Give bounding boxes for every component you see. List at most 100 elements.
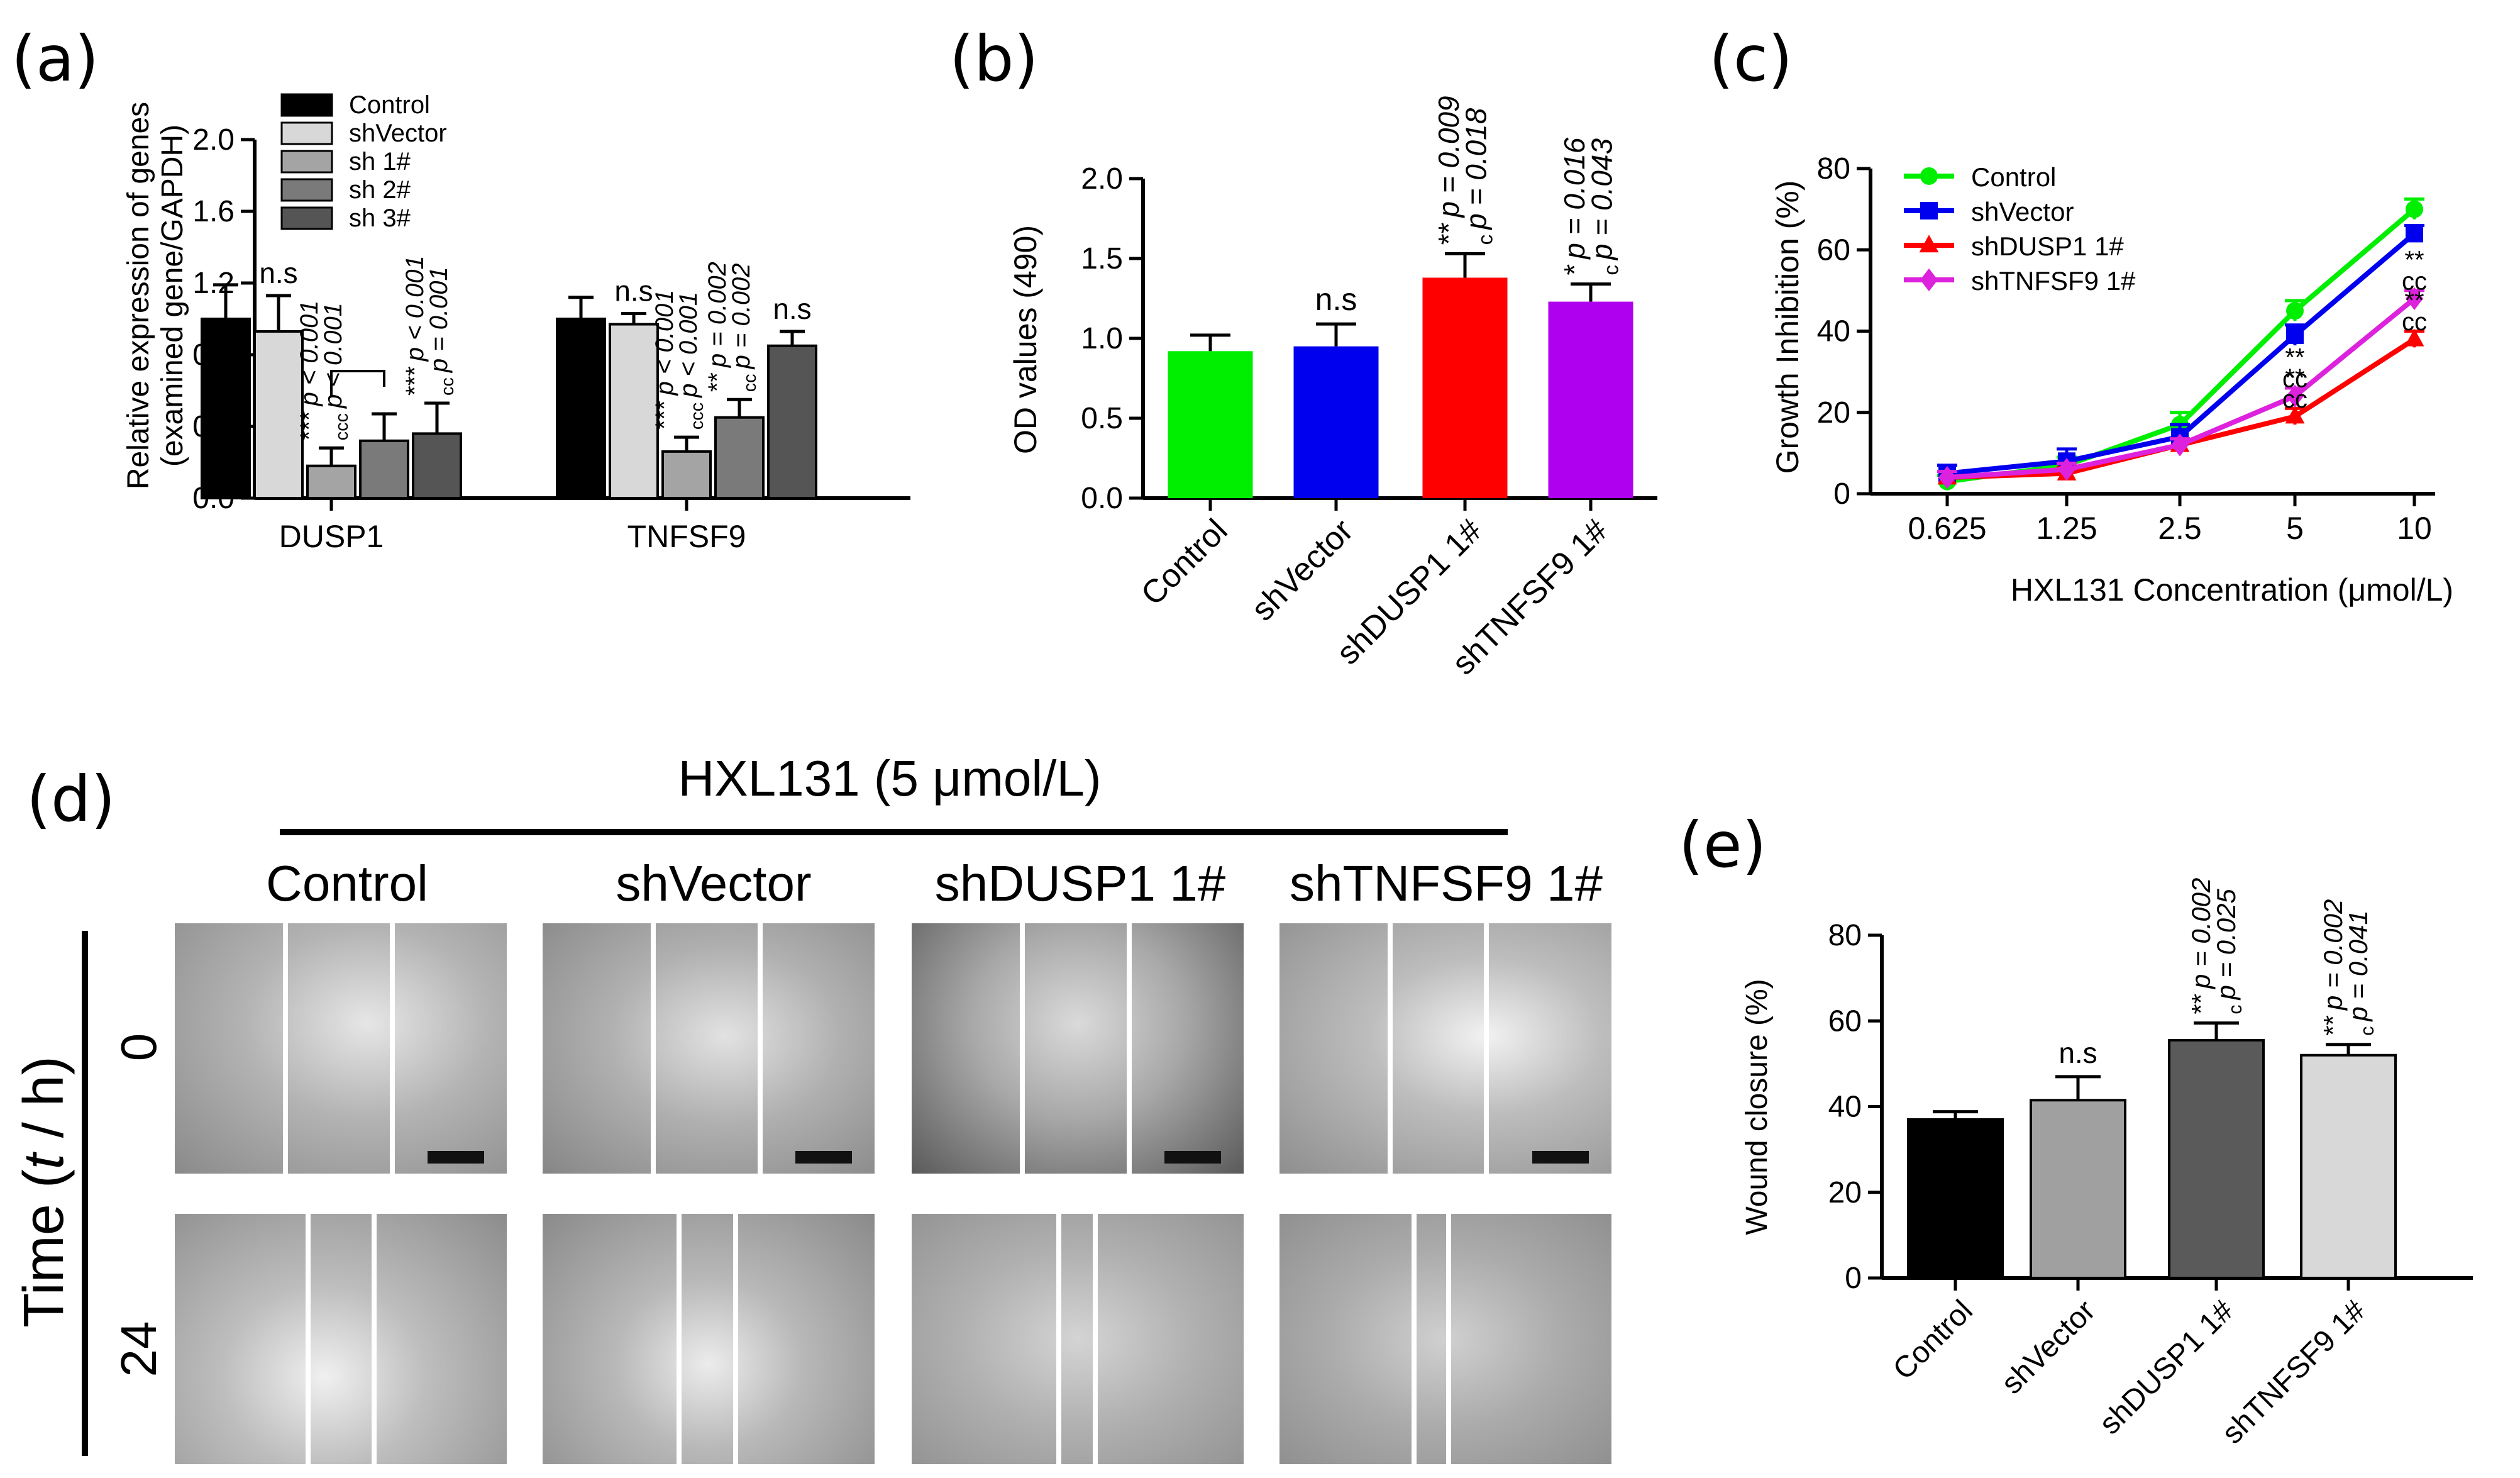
y-tick-label: 2.0: [1081, 162, 1123, 196]
legend-swatch: [280, 93, 333, 117]
y-tick-label: 0: [1845, 1262, 1862, 1295]
panel-d-col-label-3: shTNFSF9 1#: [1290, 855, 1603, 911]
micro-image-shdusp1-24h: [912, 1214, 1244, 1464]
significance-label: c p = 0.018: [1460, 108, 1498, 245]
bar-shdusp1-1-: [1422, 277, 1508, 498]
significance-stars: ***: [296, 411, 323, 440]
x-tick-label: Control: [1134, 512, 1235, 613]
significance-stars: **: [2318, 1015, 2348, 1036]
micro-image-control-0h: [175, 923, 507, 1174]
bar-sh-3-: [767, 344, 817, 499]
significance-label: c p = 0.041: [2343, 910, 2378, 1035]
panel-d-row-label-0: 0: [111, 1033, 167, 1062]
bar-control: [556, 318, 606, 499]
panel-d-letter: (d): [26, 762, 116, 836]
legend-label: sh 3#: [349, 204, 411, 232]
y-tick-label: 80: [1828, 919, 1862, 952]
significance-p-value: p < 0.001: [651, 289, 678, 396]
ns-label: n.s: [1315, 282, 1357, 317]
bar-shvector: [2030, 1099, 2126, 1279]
data-point: [1938, 465, 1956, 489]
x-tick-label: TNFSF9: [627, 519, 746, 554]
legend-label: shDUSP1 1#: [1971, 231, 2124, 261]
x-tick-label: shVector: [1995, 1294, 2102, 1401]
bar-sh-2-: [714, 416, 765, 499]
x-tick-label: shVector: [1244, 512, 1360, 628]
panel-d-treatment-label: HXL131 (5 μmol/L): [678, 750, 1101, 806]
series-line-shdusp1-1-: [1947, 337, 2416, 481]
y-tick-label: 80: [1817, 152, 1850, 186]
significance-label: ccc p < 0.001: [675, 292, 707, 430]
bar-sh-3-: [412, 432, 462, 500]
panel-d-col-label-0: Control: [266, 855, 428, 911]
bar-sh-1-: [306, 464, 356, 500]
y-axis-label: Wound closure (%): [1740, 979, 1774, 1235]
scale-bar: [1164, 1151, 1221, 1164]
legend-label: Control: [349, 91, 430, 119]
bar-shtnfsf9-1-: [2300, 1053, 2397, 1279]
y-tick-label: 40: [1817, 315, 1850, 348]
data-point: [2406, 287, 2423, 310]
data-point: [2406, 225, 2423, 243]
micro-image-shvector-24h: [543, 1214, 875, 1464]
legend-label: sh 1#: [349, 148, 411, 175]
y-tick-label: 2.0: [192, 123, 235, 157]
significance-p-value: p < 0.001: [675, 292, 702, 398]
significance-label: ** p = 0.002: [704, 262, 731, 392]
significance-stars: **: [2186, 994, 2216, 1014]
significance-label: cc p = 0.001: [425, 267, 458, 396]
x-axis-label: HXL131 Concentration (μmol/L): [2011, 572, 2453, 608]
significance-p-value: p < 0.001: [401, 255, 429, 362]
x-tick-label: 10: [2397, 511, 2432, 546]
data-point: [2286, 384, 2304, 408]
ns-label: n.s: [773, 292, 811, 325]
significance-c-marker: c: [2357, 1026, 2378, 1036]
scale-bar: [428, 1151, 484, 1164]
significance-p-value: p = 0.025: [2211, 889, 2241, 1001]
x-tick-label: 0.625: [1908, 511, 1986, 546]
bar-shdusp1-1-: [2168, 1038, 2265, 1279]
legend-swatch: [280, 206, 333, 230]
panel-b-letter: (b): [949, 22, 1039, 96]
panel-c-letter: (c): [1709, 22, 1793, 96]
legend-swatch: [280, 121, 333, 145]
y-tick-label: 0.0: [1081, 482, 1123, 515]
significance-stars: **: [704, 372, 731, 392]
significance-p-value: p = 0.041: [2343, 910, 2373, 1022]
significance-p-value: p = 0.016: [1558, 137, 1591, 260]
significance-stars: *: [1558, 264, 1591, 275]
data-point: [2404, 328, 2424, 347]
significance-label: ccc p < 0.001: [319, 303, 352, 440]
significance-p-value: p = 0.002: [2318, 899, 2348, 1011]
significance-c-marker: cc: [740, 374, 760, 392]
panel-d-time-axis-label: Time (t / h): [13, 1056, 75, 1328]
data-point: [1919, 235, 1939, 253]
significance-label: c p = 0.043: [1586, 138, 1623, 275]
bar-shvector: [609, 323, 659, 499]
y-tick-label: 20: [1828, 1176, 1862, 1209]
y-tick-label: 1.0: [1081, 322, 1123, 355]
data-point: [2406, 200, 2423, 218]
y-axis-label: Growth Inhibition (%): [1770, 181, 1805, 474]
significance-label: c p = 0.025: [2211, 889, 2246, 1014]
panel-d-col-label-1: shVector: [616, 855, 811, 911]
significance-stars: **: [2404, 246, 2424, 274]
significance-stars: **: [2404, 287, 2424, 314]
y-tick-label: 60: [1817, 233, 1850, 267]
bar-control: [1168, 351, 1253, 498]
significance-c-marker: ccc: [687, 403, 707, 430]
x-tick-label: DUSP1: [279, 519, 384, 554]
y-tick-label: 0.5: [1081, 402, 1123, 435]
chart-c: 0 20 40 60 80 0.625 1.25 2.5 5 10 HXL131 Concentra…: [1770, 152, 2453, 608]
bar-shvector: [253, 330, 304, 499]
significance-c-marker: cc: [2282, 386, 2307, 413]
legend-label: sh 2#: [349, 176, 411, 204]
micro-image-shtnfsf9-24h: [1279, 1214, 1611, 1464]
y-tick-label: 1.6: [192, 195, 235, 228]
bar-control: [1907, 1118, 2004, 1279]
legend-swatch: [280, 150, 333, 174]
legend-label: Control: [1971, 162, 2056, 192]
significance-p-value: p = 0.002: [2186, 878, 2216, 990]
